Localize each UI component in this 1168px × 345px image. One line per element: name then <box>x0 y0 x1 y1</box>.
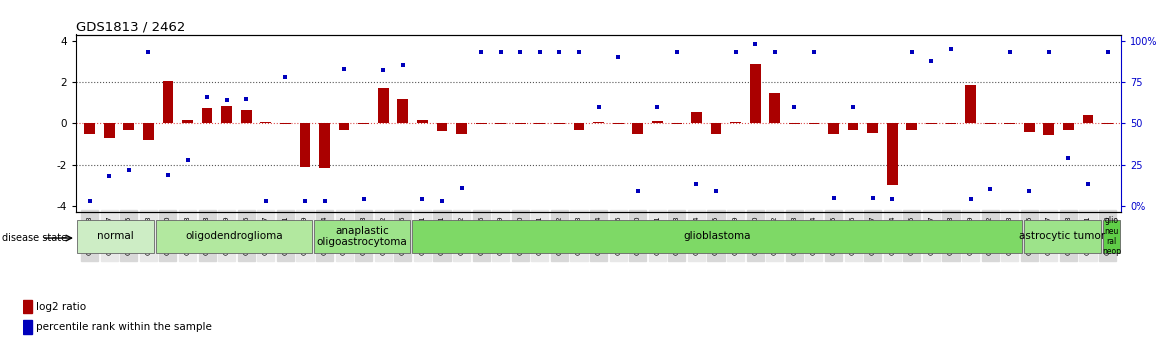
Bar <box>313 220 410 253</box>
Bar <box>593 122 604 124</box>
Bar <box>828 124 839 134</box>
Bar <box>104 124 114 138</box>
Bar <box>750 65 760 124</box>
Bar <box>710 124 722 134</box>
Bar <box>1103 220 1120 253</box>
Text: percentile rank within the sample: percentile rank within the sample <box>35 322 211 332</box>
Text: glioblastoma: glioblastoma <box>683 231 751 241</box>
Bar <box>142 124 154 140</box>
Bar <box>848 124 858 129</box>
Bar <box>124 124 134 129</box>
Bar <box>221 106 232 124</box>
Bar <box>260 122 271 124</box>
Bar <box>182 120 193 124</box>
Bar <box>1063 124 1073 129</box>
Bar <box>202 108 213 124</box>
Text: log2 ratio: log2 ratio <box>35 302 85 312</box>
Bar <box>23 300 32 313</box>
Bar <box>965 85 976 124</box>
Bar <box>417 120 427 124</box>
Bar <box>887 124 898 185</box>
Bar <box>84 124 95 134</box>
Bar <box>1043 124 1055 135</box>
Bar <box>457 124 467 134</box>
Bar <box>1023 220 1100 253</box>
Bar <box>77 220 154 253</box>
Bar <box>906 124 917 129</box>
Bar <box>155 220 312 253</box>
Bar <box>730 122 741 124</box>
Bar <box>868 124 878 132</box>
Bar <box>23 320 32 334</box>
Bar <box>770 93 780 124</box>
Bar <box>1024 124 1035 131</box>
Bar <box>632 124 644 134</box>
Bar <box>573 124 584 129</box>
Text: GDS1813 / 2462: GDS1813 / 2462 <box>76 20 186 33</box>
Bar <box>319 124 329 168</box>
Text: astrocytic tumor: astrocytic tumor <box>1018 231 1105 241</box>
Bar <box>691 112 702 124</box>
Bar <box>397 99 409 124</box>
Bar <box>241 110 251 124</box>
Text: oligodendroglioma: oligodendroglioma <box>185 231 283 241</box>
Text: disease state: disease state <box>2 233 68 243</box>
Bar <box>412 220 1022 253</box>
Text: glio
neu
ral
neop: glio neu ral neop <box>1101 216 1121 256</box>
Bar <box>1083 115 1093 124</box>
Bar <box>299 124 311 167</box>
Bar <box>378 88 389 124</box>
Text: normal: normal <box>97 231 134 241</box>
Bar <box>339 124 349 129</box>
Bar <box>652 121 662 124</box>
Text: anaplastic
oligoastrocytoma: anaplastic oligoastrocytoma <box>317 226 408 247</box>
Bar <box>437 124 447 130</box>
Bar <box>162 81 173 124</box>
